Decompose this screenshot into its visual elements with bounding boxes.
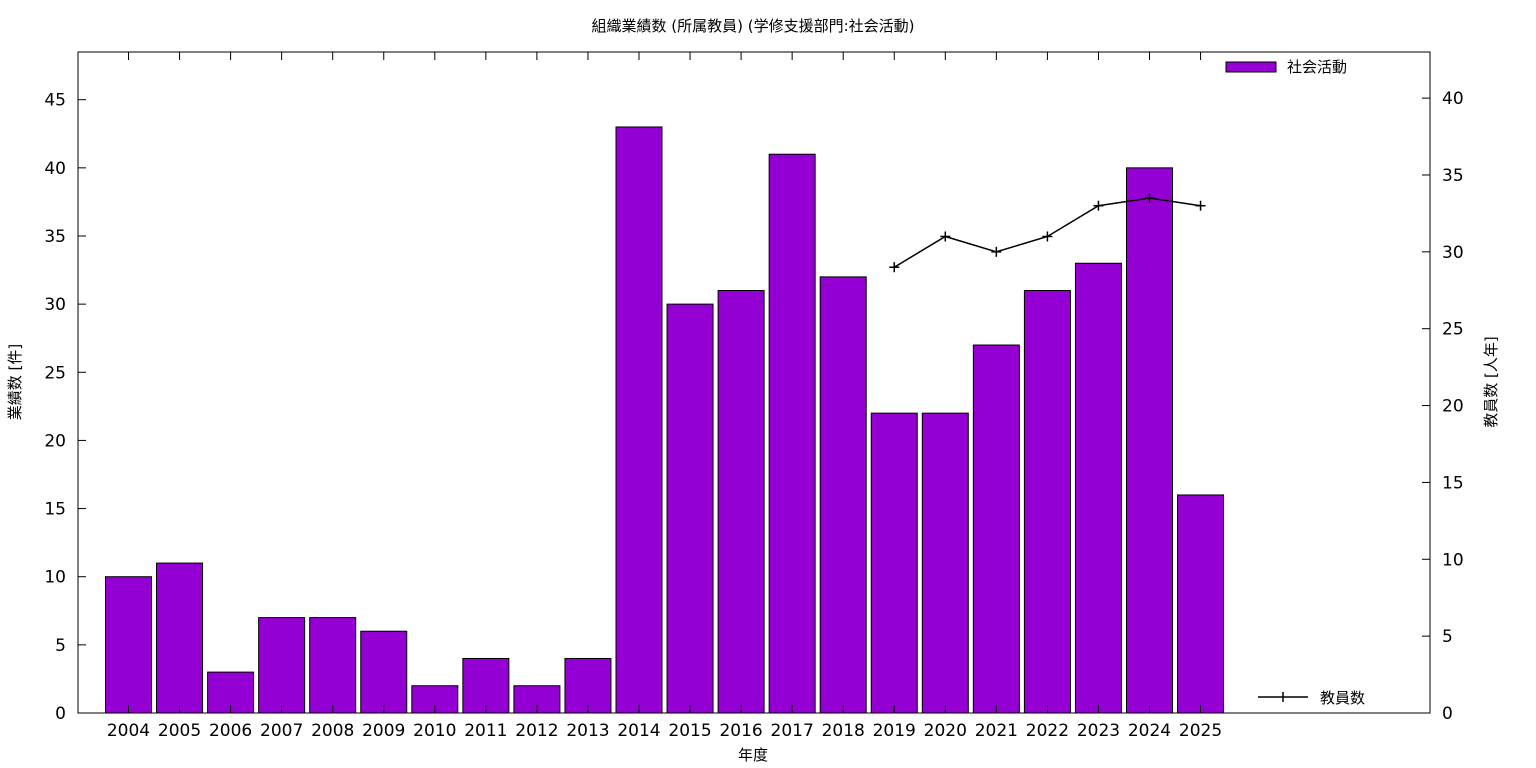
x-tick-label-2022: 2022 — [1026, 721, 1069, 741]
bar-2004 — [105, 576, 152, 714]
y-axis-label: 業績数 [件] — [6, 344, 24, 420]
bar-2020 — [921, 412, 969, 714]
x-tick-label-2025: 2025 — [1179, 721, 1222, 741]
bar-2013 — [564, 657, 612, 714]
bar-2011 — [462, 657, 510, 714]
bar-2019 — [870, 412, 918, 714]
y2-tick-label-40: 40 — [1442, 89, 1464, 109]
x-tick-label-2014: 2014 — [617, 721, 660, 741]
y2-tick-label-0: 0 — [1442, 704, 1453, 724]
x-axis-label: 年度 — [738, 746, 768, 764]
x-tick-label-2006: 2006 — [209, 721, 252, 741]
x-tick-label-2007: 2007 — [260, 721, 303, 741]
legend-bar: 社会活動 — [1225, 58, 1347, 76]
x-tick-label-2023: 2023 — [1077, 721, 1120, 741]
y2-axis-label: 教員数 [人年] — [1482, 336, 1500, 427]
x-tick-label-2005: 2005 — [158, 721, 201, 741]
bar-series — [105, 126, 1225, 714]
y2-tick-label-15: 15 — [1442, 473, 1464, 493]
line-point-2025 — [1195, 200, 1206, 211]
line-point-2022 — [1042, 231, 1053, 242]
bar-2005 — [156, 562, 204, 714]
y2-tick-label-30: 30 — [1442, 243, 1464, 263]
line-point-2020 — [940, 231, 951, 242]
y2-tick-label-25: 25 — [1442, 320, 1464, 340]
bar-2024 — [1126, 167, 1173, 714]
line-point-2019 — [889, 262, 900, 273]
x-tick-label-2015: 2015 — [668, 721, 711, 741]
bar-2014 — [615, 126, 663, 714]
x-tick-label-2010: 2010 — [413, 721, 456, 741]
y-tick-label-15: 15 — [44, 500, 66, 520]
legend-bar-swatch — [1225, 61, 1277, 73]
y-tick-label-25: 25 — [44, 363, 66, 383]
x-tick-label-2020: 2020 — [924, 721, 967, 741]
y2-tick-label-35: 35 — [1442, 166, 1464, 186]
x-tick-label-2018: 2018 — [822, 721, 865, 741]
plot-frame — [77, 51, 1431, 714]
line-point-2024 — [1144, 193, 1155, 204]
y-tick-label-30: 30 — [44, 295, 66, 315]
y-tick-label-35: 35 — [44, 227, 66, 247]
x-tick-label-2013: 2013 — [566, 721, 609, 741]
bar-2021 — [972, 344, 1020, 714]
legend-line: 教員数 — [1258, 689, 1365, 707]
legend-line-label: 教員数 — [1320, 689, 1365, 707]
x-tick-label-2008: 2008 — [311, 721, 354, 741]
y2-tick-label-5: 5 — [1442, 627, 1453, 647]
x-tick-label-2019: 2019 — [873, 721, 916, 741]
bar-2025 — [1177, 494, 1225, 714]
chart-title: 組織業績数 (所属教員) (学修支援部門:社会活動) — [591, 17, 914, 35]
x-tick-label-2011: 2011 — [464, 721, 507, 741]
x-tick-label-2021: 2021 — [975, 721, 1018, 741]
y-tick-label-0: 0 — [55, 704, 66, 724]
y-tick-label-10: 10 — [44, 568, 66, 588]
x-tick-label-2016: 2016 — [719, 721, 762, 741]
bar-2016 — [717, 290, 765, 714]
x-tick-label-2017: 2017 — [771, 721, 814, 741]
bar-2007 — [258, 617, 306, 714]
bar-2022 — [1023, 290, 1071, 714]
y2-tick-label-20: 20 — [1442, 397, 1464, 417]
bar-2017 — [768, 153, 816, 714]
bar-2023 — [1074, 262, 1122, 714]
bar-2009 — [360, 630, 408, 714]
y-tick-label-20: 20 — [44, 431, 66, 451]
legend-bar-label: 社会活動 — [1287, 58, 1347, 76]
y-tick-label-40: 40 — [44, 159, 66, 179]
line-point-2021 — [991, 246, 1002, 257]
x-tick-label-2004: 2004 — [107, 721, 150, 741]
bar-2018 — [819, 276, 867, 714]
y-tick-label-5: 5 — [55, 636, 66, 656]
bar-2015 — [666, 303, 714, 714]
x-tick-label-2024: 2024 — [1128, 721, 1171, 741]
line-series — [889, 193, 1206, 273]
x-tick-label-2012: 2012 — [515, 721, 558, 741]
x-tick-label-2009: 2009 — [362, 721, 405, 741]
y-tick-label-45: 45 — [44, 91, 66, 111]
bar-2008 — [309, 617, 357, 714]
y2-tick-label-10: 10 — [1442, 550, 1464, 570]
line-point-2023 — [1093, 200, 1104, 211]
